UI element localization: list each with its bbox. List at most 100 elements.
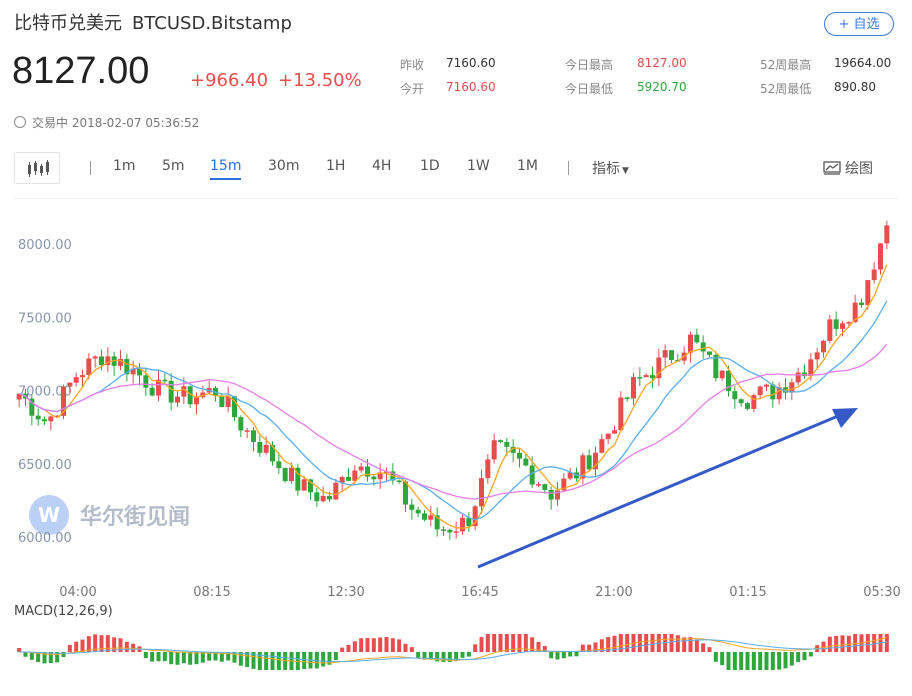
- macd-bar: [207, 652, 212, 661]
- macd-bar: [568, 652, 573, 657]
- candle-body: [745, 403, 750, 409]
- candle-body: [485, 459, 491, 479]
- timeframe-1d[interactable]: 1D: [420, 158, 440, 174]
- price-change: +966.40: [190, 70, 269, 91]
- candle-body: [130, 368, 136, 375]
- macd-bar: [872, 634, 877, 652]
- candle-body: [453, 531, 459, 533]
- timeframe-15m[interactable]: 15m: [210, 158, 242, 180]
- candle-body: [580, 455, 586, 479]
- macd-bar: [650, 634, 655, 652]
- timeframe-1m[interactable]: 1m: [113, 158, 136, 174]
- timeframe-1mo[interactable]: 1M: [517, 158, 538, 174]
- candle-body: [510, 446, 516, 453]
- macd-bar: [517, 634, 522, 652]
- candle-body: [548, 489, 554, 500]
- macd-bar: [606, 636, 611, 652]
- macd-bar: [549, 652, 554, 659]
- candle-body: [757, 386, 763, 396]
- macd-bar: [308, 652, 313, 669]
- candle-body: [48, 416, 54, 422]
- candle-body: [396, 480, 402, 482]
- macd-bar: [118, 638, 123, 652]
- timeframe-1h[interactable]: 1H: [326, 158, 346, 174]
- candle-body: [181, 386, 187, 397]
- macd-bar: [853, 634, 858, 652]
- candle-body: [662, 350, 668, 358]
- macd-bar: [251, 652, 256, 669]
- candle-body: [143, 375, 149, 388]
- macd-bar: [466, 652, 471, 657]
- candle-body: [852, 302, 858, 323]
- candle-body: [536, 484, 541, 486]
- macd-bar: [732, 652, 737, 670]
- macd-bar: [555, 652, 560, 660]
- macd-bar: [504, 634, 509, 652]
- indicator-dropdown[interactable]: 指标 ▼: [592, 158, 629, 178]
- macd-bar: [80, 639, 85, 652]
- instrument-title: 比特币兑美元 BTCUSD.Bitstamp: [14, 9, 292, 35]
- macd-bar: [688, 637, 693, 652]
- macd-bar: [625, 634, 630, 652]
- y-tick-label: 8000.00: [18, 238, 72, 253]
- candle-body: [871, 269, 877, 281]
- candle-body: [776, 387, 782, 400]
- macd-bar: [460, 652, 465, 658]
- last-price: 8127.00: [12, 50, 150, 92]
- candle-body: [504, 441, 510, 447]
- candle-body: [599, 439, 605, 453]
- add-watchlist-button[interactable]: + 自选: [824, 12, 894, 36]
- macd-bar: [264, 652, 269, 670]
- low-label: 今日最低: [565, 82, 614, 96]
- candlestick-type-icon[interactable]: [14, 152, 60, 184]
- candle-body: [738, 399, 744, 404]
- macd-bar: [289, 652, 294, 670]
- macd-bar: [827, 636, 832, 652]
- candle-body: [23, 393, 28, 399]
- candle-body: [111, 356, 117, 366]
- candle-body: [441, 529, 446, 531]
- trading-status-text: 交易中 2018-02-07 05:36:52: [32, 116, 200, 130]
- candle-body: [390, 471, 396, 481]
- candle-body: [840, 323, 845, 329]
- candle-body: [422, 513, 427, 520]
- candle-body: [225, 396, 231, 408]
- candle-body: [681, 352, 687, 361]
- macd-bar: [644, 634, 649, 652]
- macd-bar: [200, 652, 205, 663]
- high-value: 8127.00: [637, 56, 687, 70]
- macd-bar: [656, 634, 661, 652]
- timeframe-4h[interactable]: 4H: [372, 158, 392, 174]
- draw-button[interactable]: 绘图: [823, 158, 873, 178]
- macd-bar: [42, 652, 47, 664]
- candle-body: [498, 440, 503, 442]
- macd-bar: [371, 638, 376, 652]
- candle-body: [821, 340, 826, 353]
- macd-bar: [156, 652, 161, 662]
- candle-body: [833, 319, 839, 329]
- macd-bar: [802, 652, 807, 661]
- timeframe-30m[interactable]: 30m: [268, 158, 300, 174]
- macd-bar: [751, 652, 756, 670]
- candle-body: [99, 356, 104, 366]
- macd-bar: [707, 647, 712, 652]
- timeframe-5m[interactable]: 5m: [162, 158, 185, 174]
- x-tick-label: 05:30: [863, 585, 900, 600]
- macd-bar: [764, 652, 769, 670]
- candle-body: [884, 225, 890, 244]
- candle-body: [124, 358, 130, 375]
- prev-close-value: 7160.60: [446, 56, 496, 70]
- candle-body: [878, 243, 883, 270]
- macd-bar: [593, 642, 598, 652]
- candle-body: [586, 455, 592, 470]
- candle-body: [846, 322, 852, 324]
- macd-bar: [29, 652, 34, 660]
- macd-bar: [340, 647, 345, 652]
- candle-body: [726, 370, 731, 392]
- candle-body: [365, 466, 370, 477]
- macd-bar: [612, 635, 617, 652]
- macd-bar: [48, 652, 53, 664]
- timeframe-1w[interactable]: 1W: [467, 158, 490, 174]
- candle-body: [377, 472, 383, 480]
